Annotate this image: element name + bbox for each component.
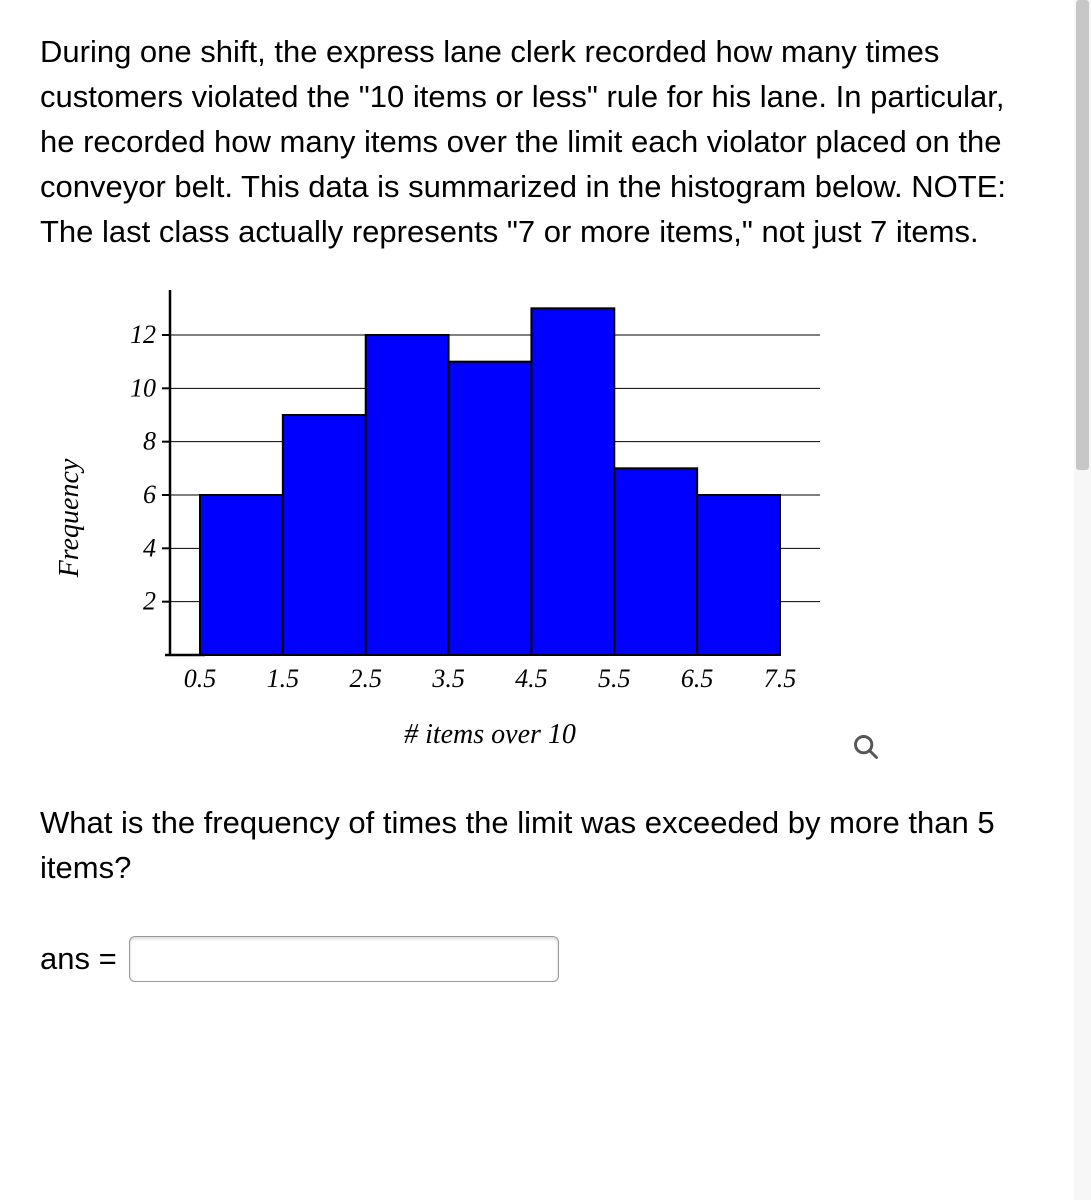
- answer-row: ans =: [40, 936, 1030, 982]
- svg-text:2.5: 2.5: [349, 664, 382, 693]
- svg-text:12: 12: [130, 320, 156, 349]
- scrollbar-thumb[interactable]: [1076, 0, 1089, 470]
- svg-text:10: 10: [130, 373, 156, 402]
- svg-text:5.5: 5.5: [598, 664, 631, 693]
- sub-question: What is the frequency of times the limit…: [40, 801, 1030, 891]
- chart-svg: 2 4 6 8 10 12 0.5 1.5 2.5 3.5 4.5 5.5 6.5 7.5: [100, 285, 880, 715]
- svg-text:6.5: 6.5: [681, 664, 714, 693]
- x-axis-label: # items over 10: [150, 719, 830, 751]
- question-prompt: During one shift, the express lane clerk…: [40, 30, 1030, 255]
- answer-label: ans =: [40, 941, 117, 977]
- answer-input[interactable]: [129, 936, 559, 982]
- y-axis-label: Frequency: [54, 458, 86, 577]
- svg-text:6: 6: [143, 480, 156, 509]
- svg-text:2: 2: [143, 586, 156, 615]
- svg-text:4: 4: [143, 533, 156, 562]
- svg-text:3.5: 3.5: [431, 664, 465, 693]
- svg-text:7.5: 7.5: [764, 664, 797, 693]
- svg-text:1.5: 1.5: [267, 664, 300, 693]
- question-container: During one shift, the express lane clerk…: [0, 0, 1070, 1012]
- svg-text:8: 8: [143, 426, 156, 455]
- histogram-chart: Frequency 246810120.51.52.53.54.55.56.57…: [100, 285, 1030, 751]
- magnifier-icon[interactable]: [852, 733, 880, 761]
- vertical-scrollbar[interactable]: [1074, 0, 1091, 1200]
- svg-text:4.5: 4.5: [515, 664, 548, 693]
- svg-text:0.5: 0.5: [184, 664, 217, 693]
